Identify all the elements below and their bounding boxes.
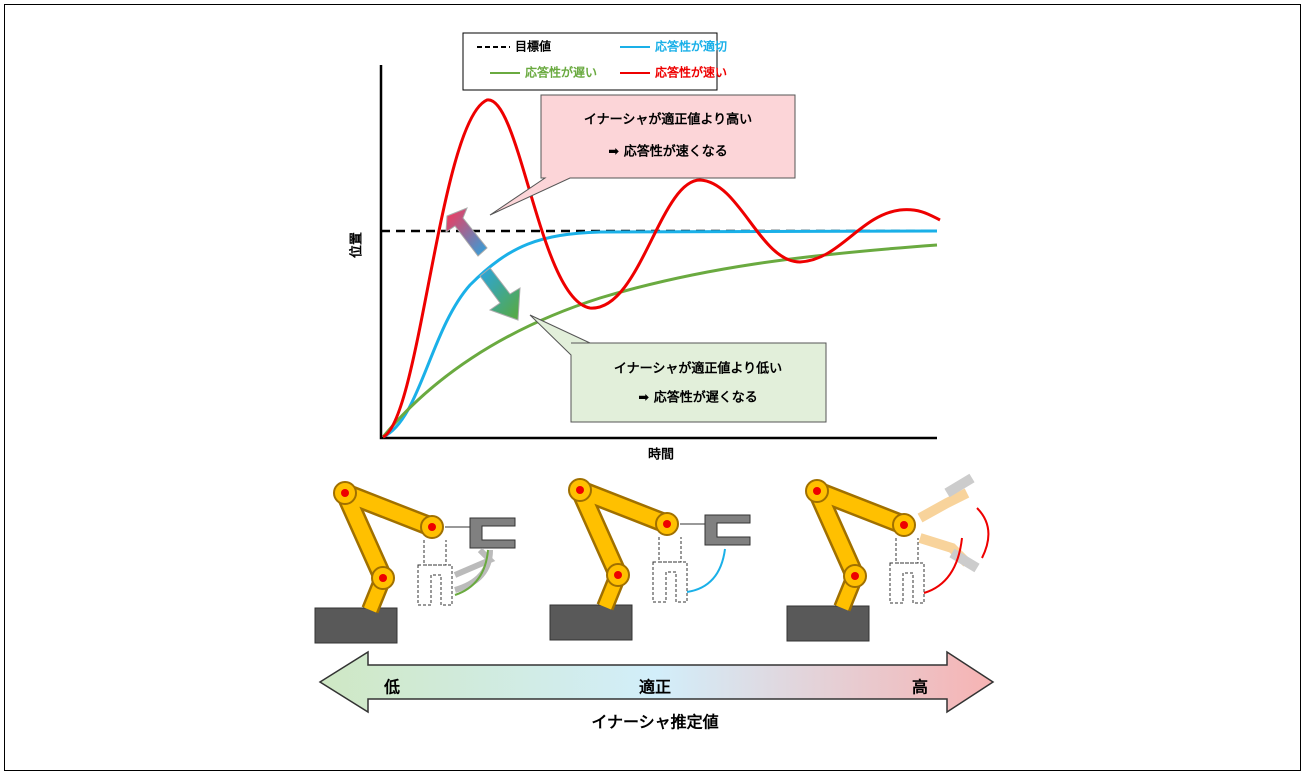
callout-text: イナーシャが適正値より高い [584, 112, 752, 128]
x-axis-label: 時間 [648, 447, 674, 463]
legend-label: 応答性が適切 [655, 39, 727, 54]
curve-fast [382, 98, 941, 439]
legend-box [462, 32, 718, 91]
callout-low [529, 314, 827, 423]
scale-mid: 適正 [639, 678, 671, 697]
scale-low: 低 [383, 678, 400, 697]
robot-proper [550, 479, 751, 640]
arrow-down [479, 267, 521, 321]
callout-text: ➡ 応答性が遅くなる [638, 390, 757, 406]
scale-title: イナーシャ推定値 [591, 713, 718, 732]
scale-arrow [318, 650, 995, 714]
arrow-up [445, 207, 488, 257]
y-axis-label: 位置 [349, 232, 365, 258]
legend-label: 応答性が速い [655, 65, 727, 80]
scale-high: 高 [912, 678, 928, 697]
robot-high [787, 478, 990, 641]
frame [4, 4, 1301, 771]
callout-text: ➡ 応答性が速くなる [608, 144, 727, 160]
legend-label: 目標値 [515, 39, 551, 54]
axes [379, 65, 937, 440]
legend-label: 応答性が遅い [525, 65, 597, 80]
callout-high [489, 94, 796, 216]
callout-text: イナーシャが適正値より低い [614, 361, 782, 377]
robot-low [315, 482, 516, 643]
curve-proper [382, 229, 938, 439]
